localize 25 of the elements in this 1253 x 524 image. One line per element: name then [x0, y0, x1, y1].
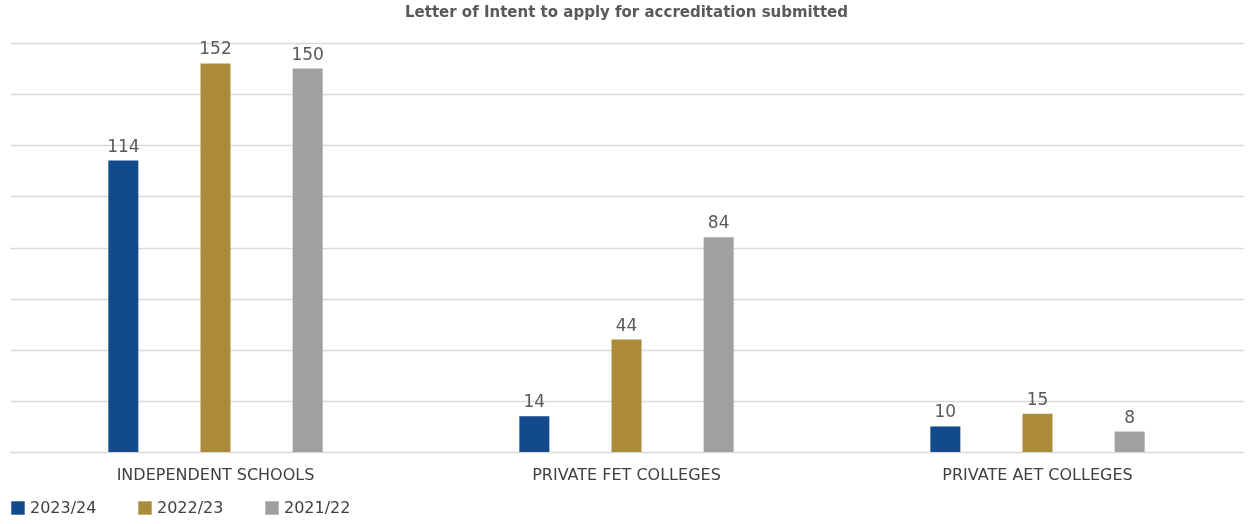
data-label: 152	[199, 38, 232, 59]
bar	[703, 237, 734, 452]
bar	[1114, 431, 1145, 452]
legend-label: 2022/23	[157, 498, 224, 517]
legend-label: 2021/22	[284, 498, 351, 517]
bar	[200, 63, 231, 452]
bar	[930, 426, 961, 452]
bar	[519, 416, 550, 452]
data-label: 10	[934, 401, 957, 422]
data-label: 14	[523, 391, 546, 412]
bar	[611, 339, 642, 452]
bar	[292, 68, 323, 452]
chart-title: Letter of Intent to apply for accreditation submitted	[404, 3, 849, 22]
data-label: 8	[1124, 406, 1136, 427]
legend-label: 2023/24	[30, 498, 97, 517]
data-label: 150	[291, 43, 324, 64]
data-label: 114	[107, 135, 140, 156]
x-tick-label: INDEPENDENT SCHOOLS	[116, 464, 315, 484]
x-tick-label: PRIVATE FET COLLEGES	[532, 464, 721, 484]
bar	[1022, 413, 1053, 452]
x-tick-label: PRIVATE AET COLLEGES	[942, 464, 1133, 484]
data-label: 44	[615, 314, 638, 335]
data-label: 15	[1026, 388, 1049, 409]
bar	[108, 160, 139, 452]
data-label: 84	[707, 212, 730, 233]
